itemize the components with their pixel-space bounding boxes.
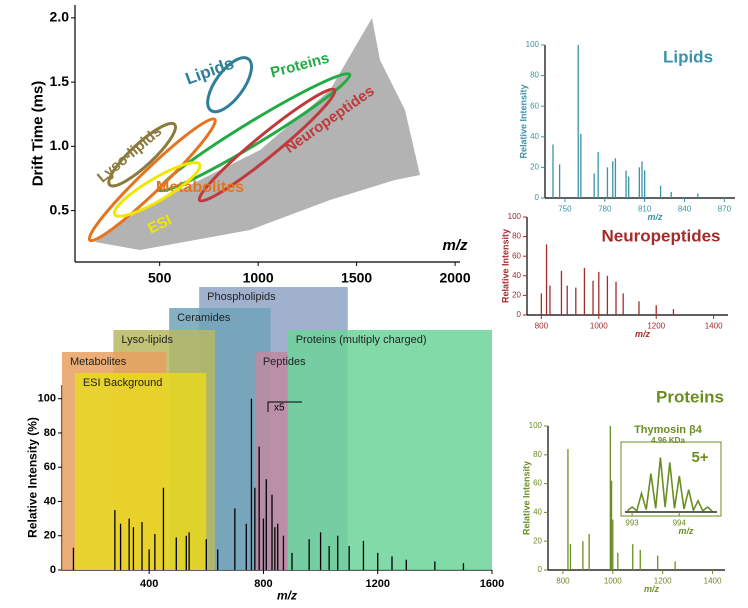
- y-tick-label: 20: [512, 291, 521, 300]
- y-tick-label: 60: [44, 461, 56, 473]
- y-tick-label: 0: [538, 565, 543, 574]
- y-axis-title: Relative Intensity: [501, 229, 511, 303]
- x-tick-label: 800: [535, 321, 549, 330]
- band-label: Phospholipids: [207, 291, 276, 303]
- y-tick-label: 0: [50, 564, 56, 576]
- y-tick-label: 20: [44, 530, 56, 542]
- annotation-bracket: [267, 401, 302, 412]
- x-tick-label: 800: [556, 576, 570, 585]
- band-label: Metabolites: [70, 356, 127, 368]
- y-tick-label: 2.0: [50, 9, 70, 25]
- y-tick-label: 40: [530, 132, 539, 141]
- x-tick-label: 1400: [704, 576, 722, 585]
- region: [197, 87, 337, 203]
- y-tick-label: 60: [512, 251, 521, 260]
- y-tick-label: 100: [529, 421, 543, 430]
- x-tick-label: 750: [558, 204, 572, 213]
- x-tick-label: 800: [254, 578, 272, 590]
- x-tick-label: 1000: [243, 269, 274, 285]
- x-axis-title: m/z: [647, 212, 663, 222]
- y-tick-label: 40: [44, 495, 56, 507]
- x-axis-title: m/z: [644, 584, 660, 594]
- x-tick-label: 1200: [365, 578, 389, 590]
- band-label: Lyso-lipids: [121, 334, 173, 346]
- y-tick-label: 80: [533, 450, 542, 459]
- x-tick-label: 1600: [480, 578, 504, 590]
- y-tick-label: 1.0: [50, 137, 70, 153]
- y-tick-label: 60: [533, 479, 542, 488]
- band-label: Peptides: [263, 356, 306, 368]
- y-axis-title: Relative Intensity: [519, 84, 529, 158]
- annotation: x5: [274, 403, 285, 414]
- x-tick-label: 810: [638, 204, 652, 213]
- y-tick-label: 0: [517, 310, 522, 319]
- y-axis-title: Relative Intensity (%): [26, 417, 40, 538]
- chart-title: Proteins: [656, 387, 724, 406]
- y-tick-label: 20: [530, 163, 539, 172]
- y-tick-label: 40: [512, 271, 521, 280]
- inset-title: Thymosin β4: [634, 424, 703, 436]
- y-axis-title: Relative Intensity: [522, 461, 532, 535]
- band-label: Ceramides: [177, 312, 231, 324]
- x-tick-label: 1000: [590, 321, 608, 330]
- x-tick-label: 500: [148, 269, 172, 285]
- x-tick-label: 870: [718, 204, 732, 213]
- y-tick-label: 100: [38, 393, 56, 405]
- x-tick-label: 400: [140, 578, 158, 590]
- x-axis-title: m/z: [442, 237, 468, 254]
- y-tick-label: 80: [512, 232, 521, 241]
- x-tick-label: 994: [673, 518, 687, 527]
- y-tick-label: 40: [533, 508, 542, 517]
- y-tick-label: 100: [508, 212, 522, 221]
- region: [112, 161, 202, 218]
- region: [158, 72, 352, 193]
- y-tick-label: 0: [535, 193, 540, 202]
- x-tick-label: 1400: [705, 321, 723, 330]
- region-label: Metabolites: [156, 179, 244, 196]
- x-tick-label: 780: [598, 204, 612, 213]
- inset-subtitle: 4.96 KDa: [651, 436, 685, 445]
- charge-label: 5+: [691, 449, 708, 466]
- y-axis-title: Drift Time (ms): [30, 81, 47, 187]
- x-tick-label: 1200: [654, 576, 672, 585]
- x-tick-label: 993: [625, 518, 639, 527]
- region-label: Proteins: [269, 50, 331, 82]
- x-tick-label: 1200: [647, 321, 665, 330]
- band: [74, 373, 207, 570]
- x-axis-title: m/z: [635, 329, 651, 339]
- y-tick-label: 100: [526, 40, 540, 49]
- band: [287, 330, 492, 570]
- y-tick-label: 80: [530, 71, 539, 80]
- region-label: Lipids: [183, 54, 237, 89]
- y-tick-label: 1.5: [50, 73, 70, 89]
- band-label: Proteins (multiply charged): [296, 334, 427, 346]
- region: [107, 121, 177, 188]
- x-axis-title: m/z: [678, 526, 694, 536]
- x-tick-label: 840: [678, 204, 692, 213]
- x-tick-label: 2000: [439, 269, 470, 285]
- y-tick-label: 80: [44, 427, 56, 439]
- x-tick-label: 1000: [604, 576, 622, 585]
- y-tick-label: 20: [533, 536, 542, 545]
- isotope-profile: [626, 457, 713, 513]
- region: [206, 56, 253, 114]
- x-axis-title: m/z: [277, 588, 297, 602]
- chart-title: Neuropeptides: [601, 226, 720, 245]
- y-tick-label: 0.5: [50, 201, 70, 217]
- band-label: ESI Background: [83, 377, 163, 389]
- chart-title: Lipids: [663, 47, 713, 66]
- band: [254, 352, 288, 570]
- y-tick-label: 60: [530, 101, 539, 110]
- region: [87, 117, 217, 243]
- x-tick-label: 1500: [341, 269, 372, 285]
